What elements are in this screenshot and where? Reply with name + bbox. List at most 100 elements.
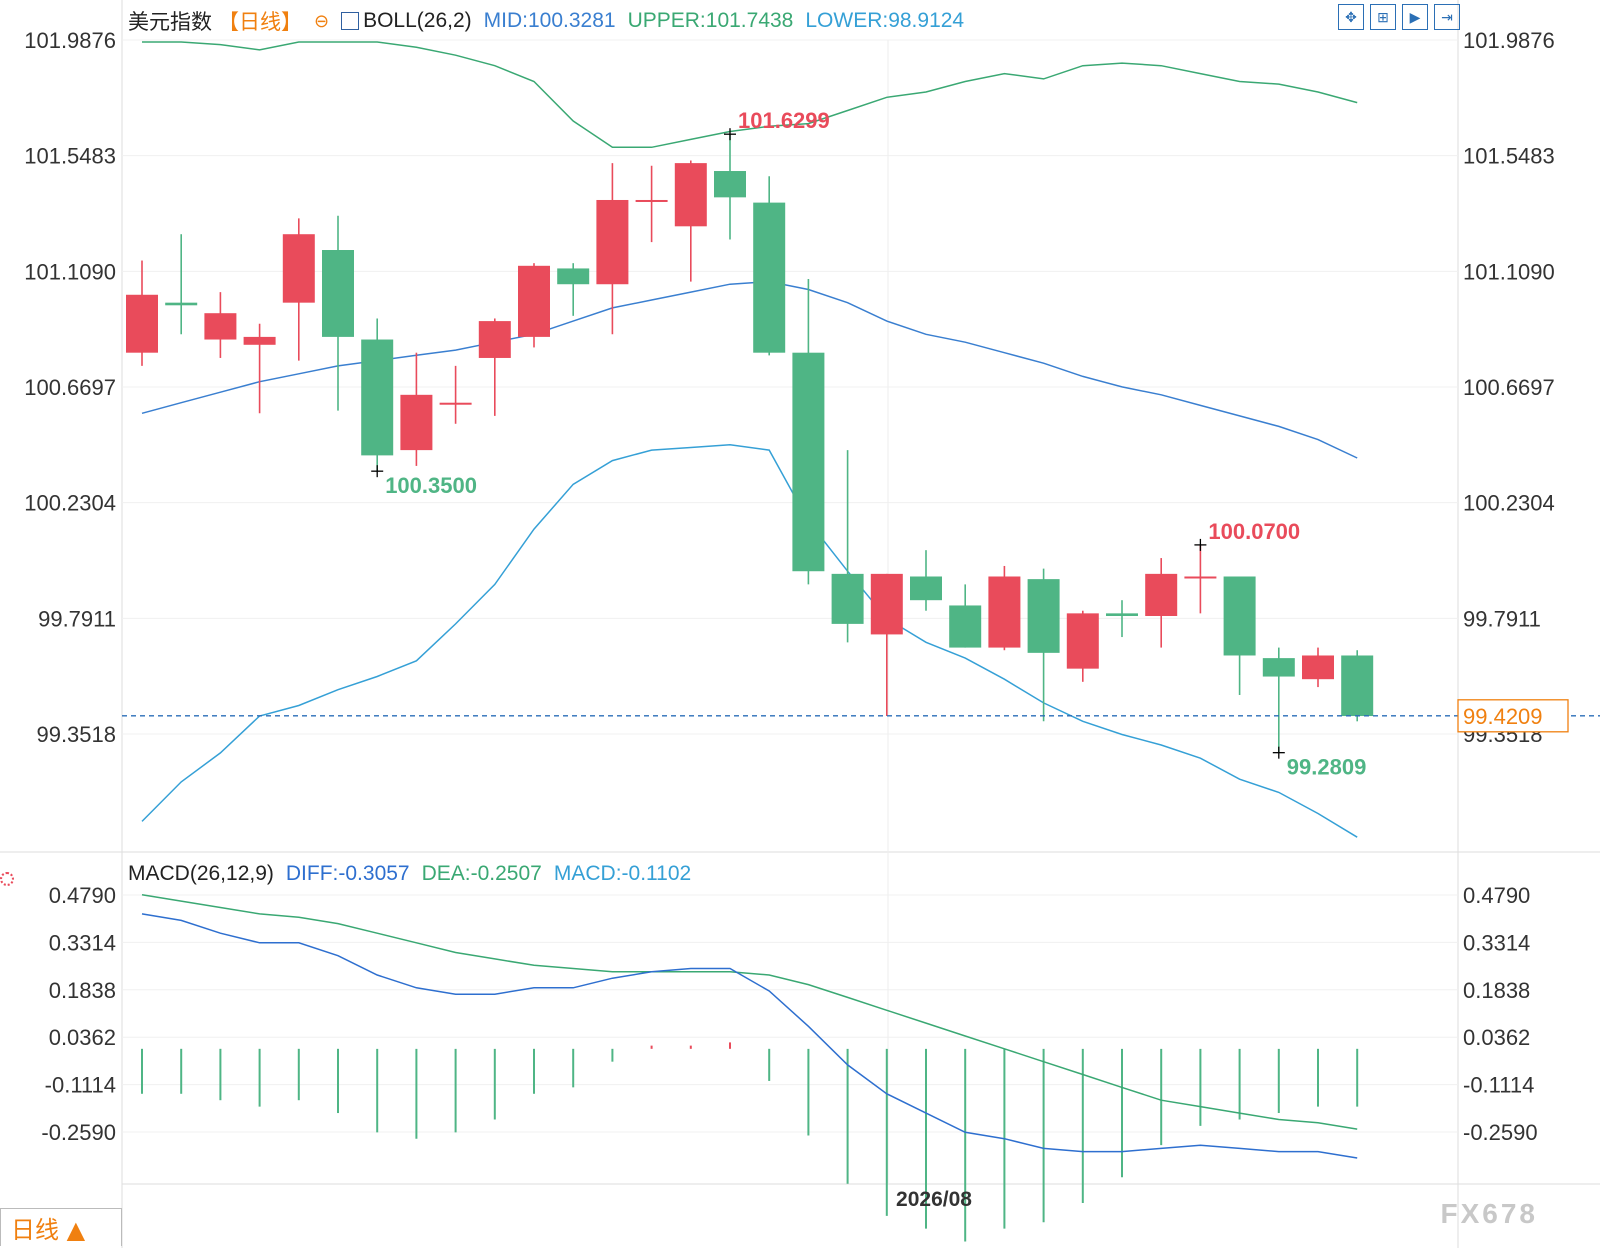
price-tick-label-left: 99.7911 [38, 606, 116, 631]
indicator-icon[interactable] [341, 12, 360, 30]
candle-body [322, 250, 354, 337]
step-forward-icon[interactable]: ▶ [1402, 4, 1428, 30]
candle-body [282, 234, 315, 303]
candle-body [243, 336, 276, 345]
candle-body [1262, 658, 1295, 677]
macd-settings-icon[interactable] [0, 872, 14, 886]
candle-body [400, 394, 433, 451]
current-price-label: 99.4209 [1463, 704, 1543, 729]
candle-body [949, 605, 982, 648]
candle-body [126, 294, 158, 353]
boll-upper-line [142, 41, 1358, 149]
price-tick-label-left: 99.3518 [36, 722, 116, 747]
boll-mid-value: MID:100.3281 [483, 9, 616, 32]
candle-body [478, 321, 511, 358]
range-icon[interactable]: ⊞ [1370, 4, 1396, 30]
price-tick-label-right: 99.7911 [1463, 606, 1541, 631]
price-tick-label-right: 100.6697 [1463, 375, 1555, 400]
symbol-name: 美元指数 [128, 11, 212, 34]
grid-lines [122, 39, 1458, 1184]
price-tick-label-left: 100.2304 [24, 491, 116, 516]
price-tick-label-left: 101.1090 [24, 259, 116, 284]
boll-lower-line [141, 444, 1358, 838]
macd-label[interactable]: MACD(26,12,9) [128, 862, 274, 885]
candle-body [714, 171, 746, 198]
candle-body [361, 339, 394, 456]
macd-tick-label-right: 0.1838 [1463, 978, 1530, 1003]
period-label[interactable]: 【日线】 [218, 11, 302, 34]
candle-body [1341, 655, 1374, 717]
boll-label[interactable]: BOLL(26,2) [363, 9, 472, 32]
macd-panel [141, 893, 1359, 1242]
price-tick-label-left: 100.6697 [24, 375, 116, 400]
candle-body [1184, 576, 1217, 579]
candle-body [557, 268, 590, 285]
boll-lines [141, 41, 1358, 838]
candle-body [1302, 655, 1334, 680]
macd-tick-label-left: 0.4790 [49, 883, 116, 908]
candle-body [439, 402, 472, 405]
boll-mid-line [141, 280, 1358, 459]
annotation-label: 100.3500 [385, 473, 477, 498]
candle-body [635, 199, 668, 202]
macd-tick-label-right: -0.1114 [1463, 1073, 1534, 1098]
candle-body [988, 576, 1021, 648]
candle-body [165, 302, 198, 306]
candle-body [870, 573, 903, 635]
macd-tick-label-left: 0.3314 [49, 930, 116, 955]
boll-lower-value: LOWER:98.9124 [805, 9, 965, 32]
boll-upper-value: UPPER:101.7438 [627, 9, 794, 32]
macd-tick-label-left: 0.0362 [49, 1025, 116, 1050]
price-tick-label-right: 101.9876 [1463, 28, 1555, 53]
candle-body [674, 163, 707, 227]
price-tick-label-right: 101.5483 [1463, 144, 1555, 169]
price-tick-label-left: 101.5483 [24, 144, 116, 169]
candle-body [1223, 576, 1256, 656]
macd-tick-label-left: -0.1114 [45, 1073, 116, 1098]
macd-tick-label-right: 0.0362 [1463, 1025, 1530, 1050]
axis-labels: 101.9876 101.9876 101.5483 101.5483 101.1090… [24, 28, 1569, 1211]
candle-body [518, 265, 550, 337]
candle-body [1145, 573, 1178, 616]
candle-body [1106, 613, 1138, 616]
macd-tick-label-left: -0.2590 [41, 1120, 116, 1145]
annotation-label: 101.6299 [738, 108, 830, 133]
price-tick-label-left: 101.9876 [24, 28, 116, 53]
candles [122, 134, 1600, 753]
diff-value: DIFF:-0.3057 [285, 862, 410, 885]
macd-tick-label-left: 0.1838 [49, 978, 116, 1003]
candle-body [910, 576, 942, 601]
macd-value: MACD:-0.1102 [553, 862, 692, 885]
macd-tick-label-right: 0.3314 [1463, 930, 1530, 955]
jump-end-icon[interactable]: ⇥ [1434, 4, 1460, 30]
period-tab[interactable]: 日线 ▲ [0, 1208, 122, 1246]
price-tick-label-right: 100.2304 [1463, 491, 1555, 516]
main-legend: 美元指数 【日线】 ⊖ BOLL(26,2) MID:100.3281 UPPE… [128, 6, 964, 36]
watermark: FX678 [1440, 1198, 1538, 1229]
dea-value: DEA:-0.2507 [421, 862, 542, 885]
candle-body [792, 352, 825, 572]
candle-body [204, 313, 237, 340]
macd-tick-label-right: -0.2590 [1463, 1120, 1538, 1145]
candle-body [1066, 613, 1099, 669]
price-annotations: 101.6299 100.3500 100.0700 99.2809 [371, 108, 1367, 780]
annotation-label: 99.2809 [1287, 755, 1367, 780]
candle-body [753, 202, 786, 353]
candle-body [596, 199, 629, 285]
current-price-box [1457, 699, 1569, 733]
candle-body [1027, 579, 1060, 653]
diff-line [141, 913, 1358, 1159]
period-tab-label: 日线 ▲ [11, 1216, 86, 1244]
candle-body [831, 573, 864, 624]
period-toggle-icon[interactable]: ⊖ [314, 10, 330, 31]
macd-legend: MACD(26,12,9) DIFF:-0.3057 DEA:-0.2507 M… [128, 862, 691, 886]
macd-tick-label-right: 0.4790 [1463, 883, 1530, 908]
dea-line [141, 893, 1358, 1130]
price-tick-label-right: 101.1090 [1463, 259, 1555, 284]
x-tick-label: 2026/08 [896, 1188, 972, 1211]
annotation-label: 100.0700 [1208, 519, 1300, 544]
chart-toolbar: ✥ ⊞ ▶ ⇥ [1338, 4, 1460, 30]
expand-icon[interactable]: ✥ [1338, 4, 1364, 30]
